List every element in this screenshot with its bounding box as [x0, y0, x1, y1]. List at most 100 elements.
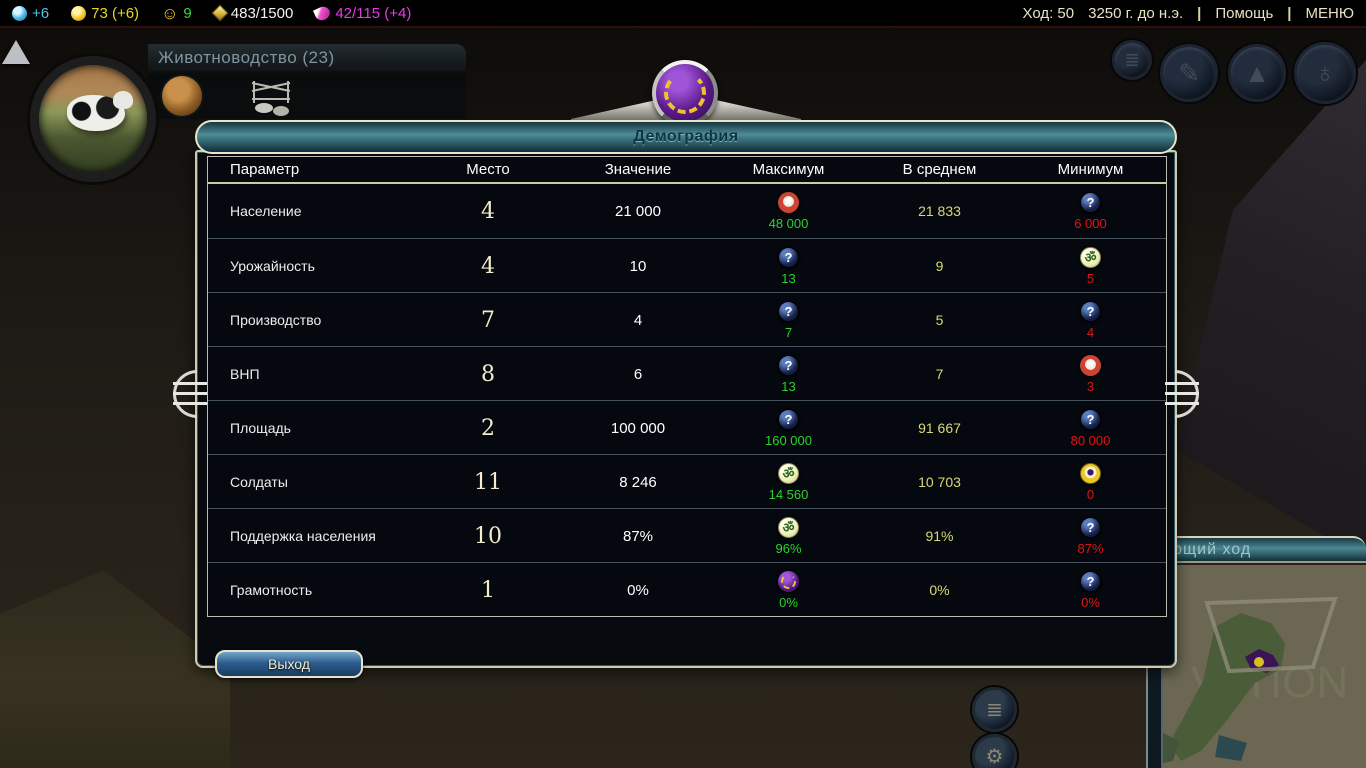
- great-people-icon: [211, 4, 229, 22]
- question-civ-icon: ?: [778, 246, 799, 268]
- rank-cell: 4: [481, 253, 495, 279]
- avg-cell: 10 703: [918, 474, 961, 490]
- min-cell: 0: [1015, 455, 1166, 509]
- avg-cell: 0%: [929, 582, 950, 598]
- max-cell: 0%: [713, 563, 864, 617]
- min-value: 0: [1086, 486, 1095, 502]
- question-civ-icon: ?: [1080, 570, 1101, 592]
- turn-counter: Ход: 50: [1022, 4, 1075, 22]
- star-civ-icon: *: [778, 191, 799, 215]
- max-value: 14 560: [768, 486, 809, 502]
- max-cell: ? 13: [713, 239, 864, 293]
- science-rate: +6: [32, 4, 50, 22]
- value-cell: 10: [629, 257, 647, 275]
- horse-resource-icon[interactable]: [162, 76, 202, 116]
- max-value: 13: [781, 378, 796, 394]
- rank-cell: 10: [474, 523, 502, 549]
- help-button[interactable]: Помощь: [1215, 4, 1274, 22]
- column-header: Максимум: [752, 161, 825, 178]
- table-row: Площадь 2 100 000 ? 160 000 91 667 ? 80 …: [208, 400, 1166, 454]
- max-value: 96%: [775, 540, 802, 556]
- min-cell: ? 6 000: [1015, 184, 1166, 238]
- dialog-title: Демография: [195, 120, 1177, 154]
- curl-civ-icon: ॐ: [1080, 246, 1101, 268]
- menu-button[interactable]: МЕНЮ: [1305, 4, 1355, 22]
- avg-cell: 21 833: [918, 203, 961, 219]
- curl-civ-icon: ॐ: [778, 516, 799, 538]
- demographics-dialog: Демография Параметр Место Значение Максимум…: [173, 60, 1199, 678]
- min-value: 0%: [1081, 594, 1100, 610]
- happiness-indicator: ☺ 9: [161, 5, 192, 22]
- min-cell: ? 0%: [1015, 563, 1166, 617]
- value-cell: 4: [633, 311, 643, 329]
- minimap[interactable]: VATION: [1163, 565, 1366, 768]
- avg-cell: 7: [935, 366, 944, 382]
- research-progress-bar[interactable]: Животноводство (23): [148, 44, 466, 71]
- max-cell: ॐ 96%: [713, 509, 864, 563]
- rank-cell: 2: [481, 415, 495, 441]
- param-cell: ВНП: [230, 366, 260, 382]
- avg-cell: 9: [935, 258, 944, 274]
- min-cell: * 3: [1015, 347, 1166, 401]
- avg-cell: 91 667: [918, 420, 961, 436]
- param-cell: Поддержка населения: [230, 528, 376, 544]
- rank-cell: 11: [474, 469, 502, 495]
- marker-triangle-icon: [2, 40, 30, 64]
- min-value: 5: [1086, 270, 1095, 286]
- pasture-icon[interactable]: [248, 77, 294, 117]
- table-row: Население 4 21 000 * 48 000 21 833 ? 6 0…: [208, 184, 1166, 238]
- table-row: ВНП 8 6 ? 13 7 * 3: [208, 346, 1166, 400]
- foreign-advisor-button[interactable]: ♁: [1294, 42, 1356, 104]
- avg-cell: 91%: [925, 528, 954, 544]
- question-civ-icon: ?: [1080, 408, 1101, 430]
- min-cell: ॐ 5: [1015, 239, 1166, 293]
- max-value: 0%: [779, 594, 798, 610]
- scroll-icon: ≣: [986, 699, 1003, 721]
- star-civ-icon: *: [1080, 354, 1101, 378]
- culture-progress: 42/115 (+4): [335, 4, 412, 22]
- happiness-value: 9: [183, 4, 192, 22]
- quill-icon: ✎: [1178, 57, 1200, 88]
- param-cell: Урожайность: [230, 258, 315, 274]
- rank-cell: 7: [481, 307, 495, 333]
- question-civ-icon: ?: [1080, 191, 1101, 213]
- table-row: Поддержка населения 10 87% ॐ 96% 91% ? 8…: [208, 508, 1166, 562]
- scroll-icon: ≣: [1124, 49, 1140, 70]
- separator: |: [1197, 4, 1202, 22]
- table-row: Грамотность 1 0% 0% 0% ? 0%: [208, 562, 1166, 616]
- min-value: 3: [1086, 378, 1095, 394]
- great-people-progress: 483/1500: [230, 4, 294, 22]
- question-civ-icon: ?: [778, 408, 799, 430]
- globe-icon: ♁: [1314, 57, 1336, 88]
- max-value: 13: [781, 270, 796, 286]
- question-civ-icon: ?: [778, 354, 799, 376]
- research-globe[interactable]: [30, 56, 156, 182]
- victory-advisor-button[interactable]: ▲: [1228, 44, 1286, 102]
- max-value: 7: [784, 324, 793, 340]
- max-cell: ? 160 000: [713, 401, 864, 455]
- eye-civ-icon: [1080, 462, 1101, 484]
- exit-button[interactable]: Выход: [215, 650, 363, 678]
- pyramid-icon: ▲: [1244, 57, 1270, 88]
- param-cell: Площадь: [230, 420, 291, 436]
- max-value: 160 000: [765, 432, 812, 448]
- science-flask-icon: [12, 5, 27, 21]
- culture-indicator: 42/115 (+4): [313, 3, 412, 23]
- question-civ-icon: ?: [1080, 300, 1101, 322]
- landmass-shape: [1169, 613, 1285, 761]
- value-cell: 0%: [627, 581, 649, 599]
- value-cell: 87%: [622, 527, 654, 545]
- table-row: Урожайность 4 10 ? 13 9 ॐ 5: [208, 238, 1166, 292]
- grid-toggle-button[interactable]: ⚙: [972, 734, 1017, 768]
- gold-coin-icon: [71, 5, 87, 21]
- value-cell: 21 000: [615, 202, 661, 220]
- civics-advisor-button[interactable]: ✎: [1160, 44, 1218, 102]
- min-cell: ? 87%: [1015, 509, 1166, 563]
- scroll-handle-left: [173, 370, 207, 418]
- replay-log-button[interactable]: ≣: [972, 687, 1017, 732]
- event-log-button[interactable]: ≣: [1112, 40, 1152, 80]
- param-cell: Грамотность: [230, 582, 313, 598]
- min-value: 80 000: [1070, 432, 1111, 448]
- rank-cell: 1: [481, 577, 495, 603]
